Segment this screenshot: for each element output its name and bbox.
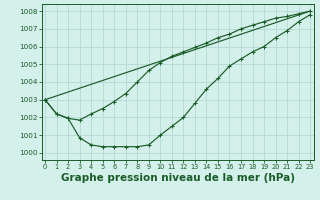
X-axis label: Graphe pression niveau de la mer (hPa): Graphe pression niveau de la mer (hPa): [60, 173, 295, 183]
